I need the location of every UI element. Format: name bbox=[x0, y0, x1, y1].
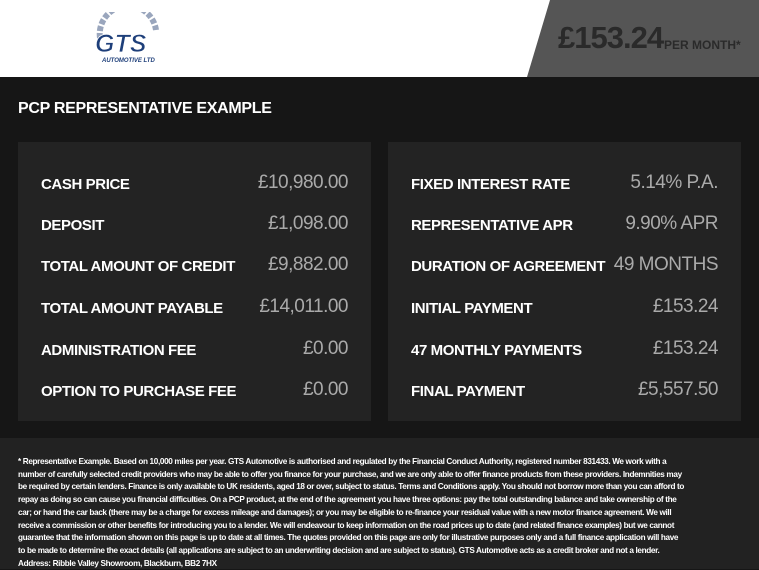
finance-row: ADMINISTRATION FEE £0.00 bbox=[41, 338, 349, 362]
finance-label: FIXED INTEREST RATE bbox=[411, 176, 570, 193]
svg-text:GTS: GTS bbox=[95, 30, 147, 58]
finance-label: OPTION TO PURCHASE FEE bbox=[41, 383, 237, 400]
finance-value: 5.14% P.A. bbox=[630, 172, 718, 193]
gts-logo[interactable]: GTS AUTOMOTIVE LTD bbox=[92, 12, 164, 64]
finance-panel-right: FIXED INTEREST RATE 5.14% P.A. REPRESENTAT… bbox=[388, 142, 741, 421]
finance-label: REPRESENTATIVE APR bbox=[411, 217, 573, 234]
finance-row: FINAL PAYMENT £5,557.50 bbox=[411, 379, 719, 403]
finance-label: 47 MONTHLY PAYMENTS bbox=[411, 342, 582, 359]
finance-value: £153.24 bbox=[652, 338, 719, 359]
finance-value: £0.00 bbox=[302, 338, 349, 359]
finance-value: £153.24 bbox=[652, 296, 719, 317]
finance-value: £10,980.00 bbox=[257, 172, 349, 193]
monthly-price-banner bbox=[527, 0, 759, 77]
finance-label: DEPOSIT bbox=[41, 217, 105, 234]
section-title: PCP REPRESENTATIVE EXAMPLE bbox=[18, 100, 272, 117]
finance-label: TOTAL AMOUNT OF CREDIT bbox=[41, 258, 235, 275]
finance-row: CASH PRICE £10,980.00 bbox=[41, 172, 349, 196]
finance-value: 9.90% APR bbox=[625, 213, 718, 234]
finance-row: INITIAL PAYMENT £153.24 bbox=[411, 296, 719, 320]
finance-label: ADMINISTRATION FEE bbox=[41, 342, 197, 359]
finance-row: DEPOSIT £1,098.00 bbox=[41, 213, 349, 237]
finance-panel-left: CASH PRICE £10,980.00 DEPOSIT £1,098.00 TOTA… bbox=[18, 142, 371, 421]
finance-label: DURATION OF AGREEMENT bbox=[411, 258, 606, 275]
finance-label: CASH PRICE bbox=[41, 176, 130, 193]
monthly-price: £153.24 bbox=[558, 20, 664, 55]
finance-row: FIXED INTEREST RATE 5.14% P.A. bbox=[411, 172, 718, 196]
finance-row: 47 MONTHLY PAYMENTS £153.24 bbox=[411, 338, 719, 362]
finance-row: TOTAL AMOUNT OF CREDIT £9,882.00 bbox=[41, 254, 349, 278]
svg-text:AUTOMOTIVE LTD: AUTOMOTIVE LTD bbox=[101, 58, 155, 64]
finance-row: TOTAL AMOUNT PAYABLE £14,011.00 bbox=[41, 296, 348, 320]
finance-value: £9,882.00 bbox=[267, 254, 349, 275]
finance-value: £1,098.00 bbox=[267, 213, 349, 234]
disclaimer-text: * Representative Example. Based on 10,00… bbox=[18, 457, 685, 568]
finance-label: FINAL PAYMENT bbox=[411, 383, 525, 400]
header: GTS AUTOMOTIVE LTD £153.24 PER MONTH* bbox=[0, 0, 759, 77]
finance-value: £5,557.50 bbox=[637, 379, 719, 400]
finance-label: INITIAL PAYMENT bbox=[411, 300, 533, 317]
finance-row: DURATION OF AGREEMENT 49 MONTHS bbox=[411, 254, 719, 278]
per-month-label: PER MONTH* bbox=[664, 38, 741, 52]
finance-label: TOTAL AMOUNT PAYABLE bbox=[41, 300, 223, 317]
finance-value: 49 MONTHS bbox=[613, 254, 719, 275]
finance-row: REPRESENTATIVE APR 9.90% APR bbox=[411, 213, 718, 237]
finance-row: OPTION TO PURCHASE FEE £0.00 bbox=[41, 379, 349, 403]
finance-value: £0.00 bbox=[302, 379, 349, 400]
footer: * Representative Example. Based on 10,00… bbox=[0, 438, 759, 569]
finance-value: £14,011.00 bbox=[259, 296, 348, 317]
